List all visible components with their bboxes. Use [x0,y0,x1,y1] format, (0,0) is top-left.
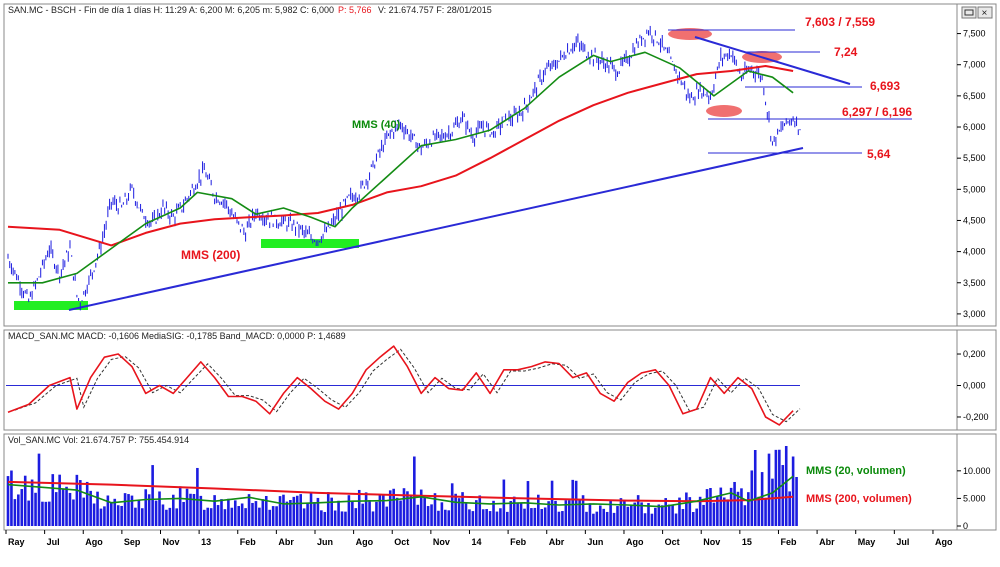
macd-ytick-label: -0,200 [963,412,989,422]
annotation-support-2: 5,64 [867,147,891,161]
x-tick-label: 13 [201,537,211,547]
support-highlight-2 [261,239,359,248]
x-tick-label: Oct [665,537,680,547]
price-ytick-label: 6,000 [963,122,986,132]
x-tick-label: Ago [626,537,644,547]
downtrend-line [694,36,851,85]
mms40-label: MMS (40) [352,119,401,131]
macd-header-text: MACD_SAN.MC MACD: -0,1606 MediaSIG: -0,1… [8,331,346,341]
price-ytick-label: 6,500 [963,91,986,101]
x-tick-label: Abr [549,537,565,547]
x-tick-label: Feb [510,537,527,547]
x-tick-label: May [858,537,876,547]
price-ytick-label: 3,500 [963,278,986,288]
x-tick-label: Jun [317,537,333,547]
x-tick-label: Abr [819,537,835,547]
mms40-line [8,51,794,284]
annotation-support-1: 6,297 / 6,196 [842,105,912,119]
long-term-trendline [68,147,804,311]
volume-header-text: Vol_SAN.MC Vol: 21.674.757 P: 755.454.91… [8,435,189,445]
x-tick-label: Oct [394,537,409,547]
close-icon: × [982,8,988,19]
x-tick-label: Nov [703,537,720,547]
annotation-resistance-1: 7,603 / 7,559 [805,15,875,29]
x-tick-label: Ago [935,537,953,547]
x-tick-label: Nov [433,537,450,547]
support-highlight-1 [14,301,88,310]
price-ytick-label: 7,000 [963,60,986,70]
price-ytick-label: 3,000 [963,309,986,319]
volume-ytick-label: 0 [963,521,968,531]
price-axis [956,3,997,327]
x-tick-label: Ago [356,537,374,547]
macd-ytick-label: 0,000 [963,381,986,391]
vol-mms20-line [7,475,794,508]
mms200-label: MMS (200) [181,248,240,262]
resistance-highlight-1 [668,28,712,40]
x-tick-label: Nov [162,537,179,547]
x-tick-label: Jun [587,537,603,547]
price-panel [3,3,958,327]
volume-ytick-label: 5.000 [963,493,986,503]
price-header-tail: V: 21.674.757 F: 28/01/2015 [378,5,492,15]
macd-ytick-label: 0,200 [963,349,986,359]
mms200-line [7,65,794,247]
restore-button[interactable] [961,6,977,19]
x-tick-label: Ago [85,537,103,547]
x-tick-label: Jul [47,537,60,547]
vol-mms200-line [7,480,794,503]
x-tick-label: Jul [896,537,909,547]
price-ytick-label: 4,000 [963,247,986,257]
price-header: SAN.MC - BSCH - Fin de día 1 días H: 11:… [8,5,492,15]
macd-axis [956,329,997,431]
vol-mms200-label: MMS (200, volumen) [806,493,912,505]
price-ytick-label: 5,000 [963,184,986,194]
price-ytick-label: 5,500 [963,153,986,163]
x-tick-label: 14 [471,537,481,547]
price-header-red: P: 5,766 [338,5,372,15]
close-button[interactable]: × [977,6,993,19]
x-tick-label: Feb [240,537,257,547]
x-tick-label: 15 [742,537,752,547]
macd-signal-line [14,348,801,423]
price-header-text: SAN.MC - BSCH - Fin de día 1 días H: 11:… [8,5,334,15]
support-highlight-3 [706,105,742,117]
vol-mms20-label: MMS (20, volumen) [806,465,906,477]
volume-axis [956,433,997,531]
restore-icon [964,9,974,16]
macd-line [7,345,794,426]
x-tick-label: Sep [124,537,141,547]
annotation-resistance-2: 7,24 [834,45,858,59]
annotation-resistance-3: 6,693 [870,79,900,93]
price-ytick-label: 7,500 [963,29,986,39]
x-tick-label: Feb [780,537,797,547]
price-ytick-label: 4,500 [963,215,986,225]
volume-ytick-label: 10.000 [963,466,991,476]
x-tick-label: Abr [278,537,294,547]
x-tick-label: Ray [8,537,25,547]
